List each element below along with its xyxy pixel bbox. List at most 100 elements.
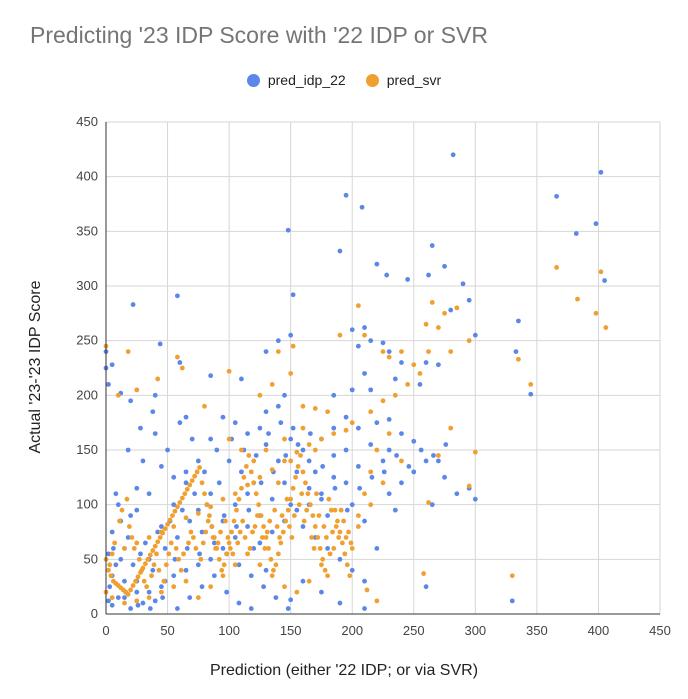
data-point: [321, 524, 327, 529]
data-point: [150, 548, 156, 553]
data-point: [173, 546, 179, 551]
data-point: [258, 513, 264, 518]
data-point: [296, 502, 302, 508]
data-point: [208, 373, 214, 379]
data-point: [426, 500, 431, 505]
data-point: [134, 540, 140, 546]
data-point: [337, 332, 343, 338]
data-point: [208, 504, 214, 510]
data-point: [598, 169, 604, 175]
data-point: [287, 524, 292, 529]
data-point: [125, 447, 131, 453]
data-point: [248, 469, 254, 475]
data-point: [598, 269, 604, 275]
axes: 0 50 100 150 200 250 300 350 400 450 0 50 100 150 200 2…: [76, 114, 671, 638]
data-point: [159, 584, 164, 590]
data-point: [301, 518, 307, 524]
data-point: [442, 263, 447, 269]
data-point: [368, 469, 374, 475]
data-point: [335, 518, 340, 524]
data-point: [142, 561, 148, 567]
data-point: [368, 387, 374, 393]
data-point: [162, 526, 168, 532]
data-point: [436, 458, 441, 464]
data-point: [141, 578, 147, 584]
data-point: [150, 409, 156, 415]
data-point: [139, 567, 145, 573]
x-tick-label: 350: [526, 623, 548, 638]
legend-item-pred-idp-22[interactable]: pred_idp_22: [246, 72, 346, 88]
data-point: [220, 414, 226, 420]
data-point: [165, 521, 170, 527]
data-point: [179, 365, 185, 371]
data-point: [306, 458, 312, 464]
data-point: [257, 425, 263, 431]
data-point: [183, 515, 189, 521]
data-point: [203, 529, 209, 535]
data-point: [328, 507, 334, 513]
data-point: [131, 546, 137, 551]
data-point: [431, 453, 436, 458]
data-point: [554, 193, 559, 199]
data-point: [423, 584, 429, 590]
data-point: [336, 535, 342, 540]
data-point: [227, 546, 233, 551]
data-point: [232, 491, 238, 497]
data-point: [135, 574, 141, 580]
data-point: [133, 578, 138, 584]
data-point: [271, 567, 276, 573]
legend-marker-pred-svr: [365, 73, 379, 87]
data-point: [115, 392, 121, 398]
data-point: [251, 458, 257, 464]
data-point: [418, 447, 424, 453]
data-point: [211, 573, 217, 579]
data-point: [322, 567, 328, 573]
data-point: [426, 272, 431, 278]
data-point: [226, 368, 232, 374]
chart-title: Predicting '23 IDP Score with '22 IDP or…: [30, 22, 488, 48]
data-point: [319, 562, 324, 568]
y-tick-label: 400: [76, 169, 98, 184]
data-point: [436, 453, 441, 458]
data-point: [355, 303, 361, 309]
series-pred_svr: [103, 265, 609, 606]
data-point: [575, 296, 580, 302]
data-point: [138, 551, 143, 557]
data-point: [155, 539, 161, 545]
data-point: [245, 524, 250, 529]
data-point: [554, 265, 559, 270]
data-point: [166, 551, 172, 557]
data-point: [140, 458, 146, 464]
data-point: [146, 491, 152, 497]
x-tick-label: 200: [341, 623, 363, 638]
data-point: [320, 464, 326, 469]
data-point: [134, 507, 140, 513]
data-point: [275, 338, 281, 344]
y-tick-label: 100: [76, 497, 98, 512]
data-point: [107, 562, 113, 568]
data-point: [392, 507, 398, 513]
series-pred_idp_22: [103, 152, 607, 611]
data-point: [312, 447, 318, 453]
data-point: [320, 556, 326, 562]
data-point: [232, 535, 238, 540]
data-point: [175, 504, 180, 510]
data-point: [349, 420, 355, 426]
data-point: [124, 496, 130, 502]
data-point: [218, 529, 223, 535]
data-point: [386, 416, 392, 422]
data-point: [288, 371, 294, 376]
data-point: [472, 332, 478, 338]
data-point: [119, 507, 125, 513]
data-point: [509, 573, 515, 579]
data-point: [349, 502, 355, 508]
legend-label-pred-idp-22: pred_idp_22: [267, 72, 346, 88]
data-point: [263, 447, 269, 453]
data-point: [327, 551, 333, 557]
data-point: [325, 573, 330, 579]
data-point: [247, 546, 253, 551]
legend-item-pred-svr[interactable]: pred_svr: [365, 72, 441, 88]
data-point: [275, 349, 281, 354]
data-point: [300, 578, 306, 584]
data-point: [386, 447, 392, 453]
